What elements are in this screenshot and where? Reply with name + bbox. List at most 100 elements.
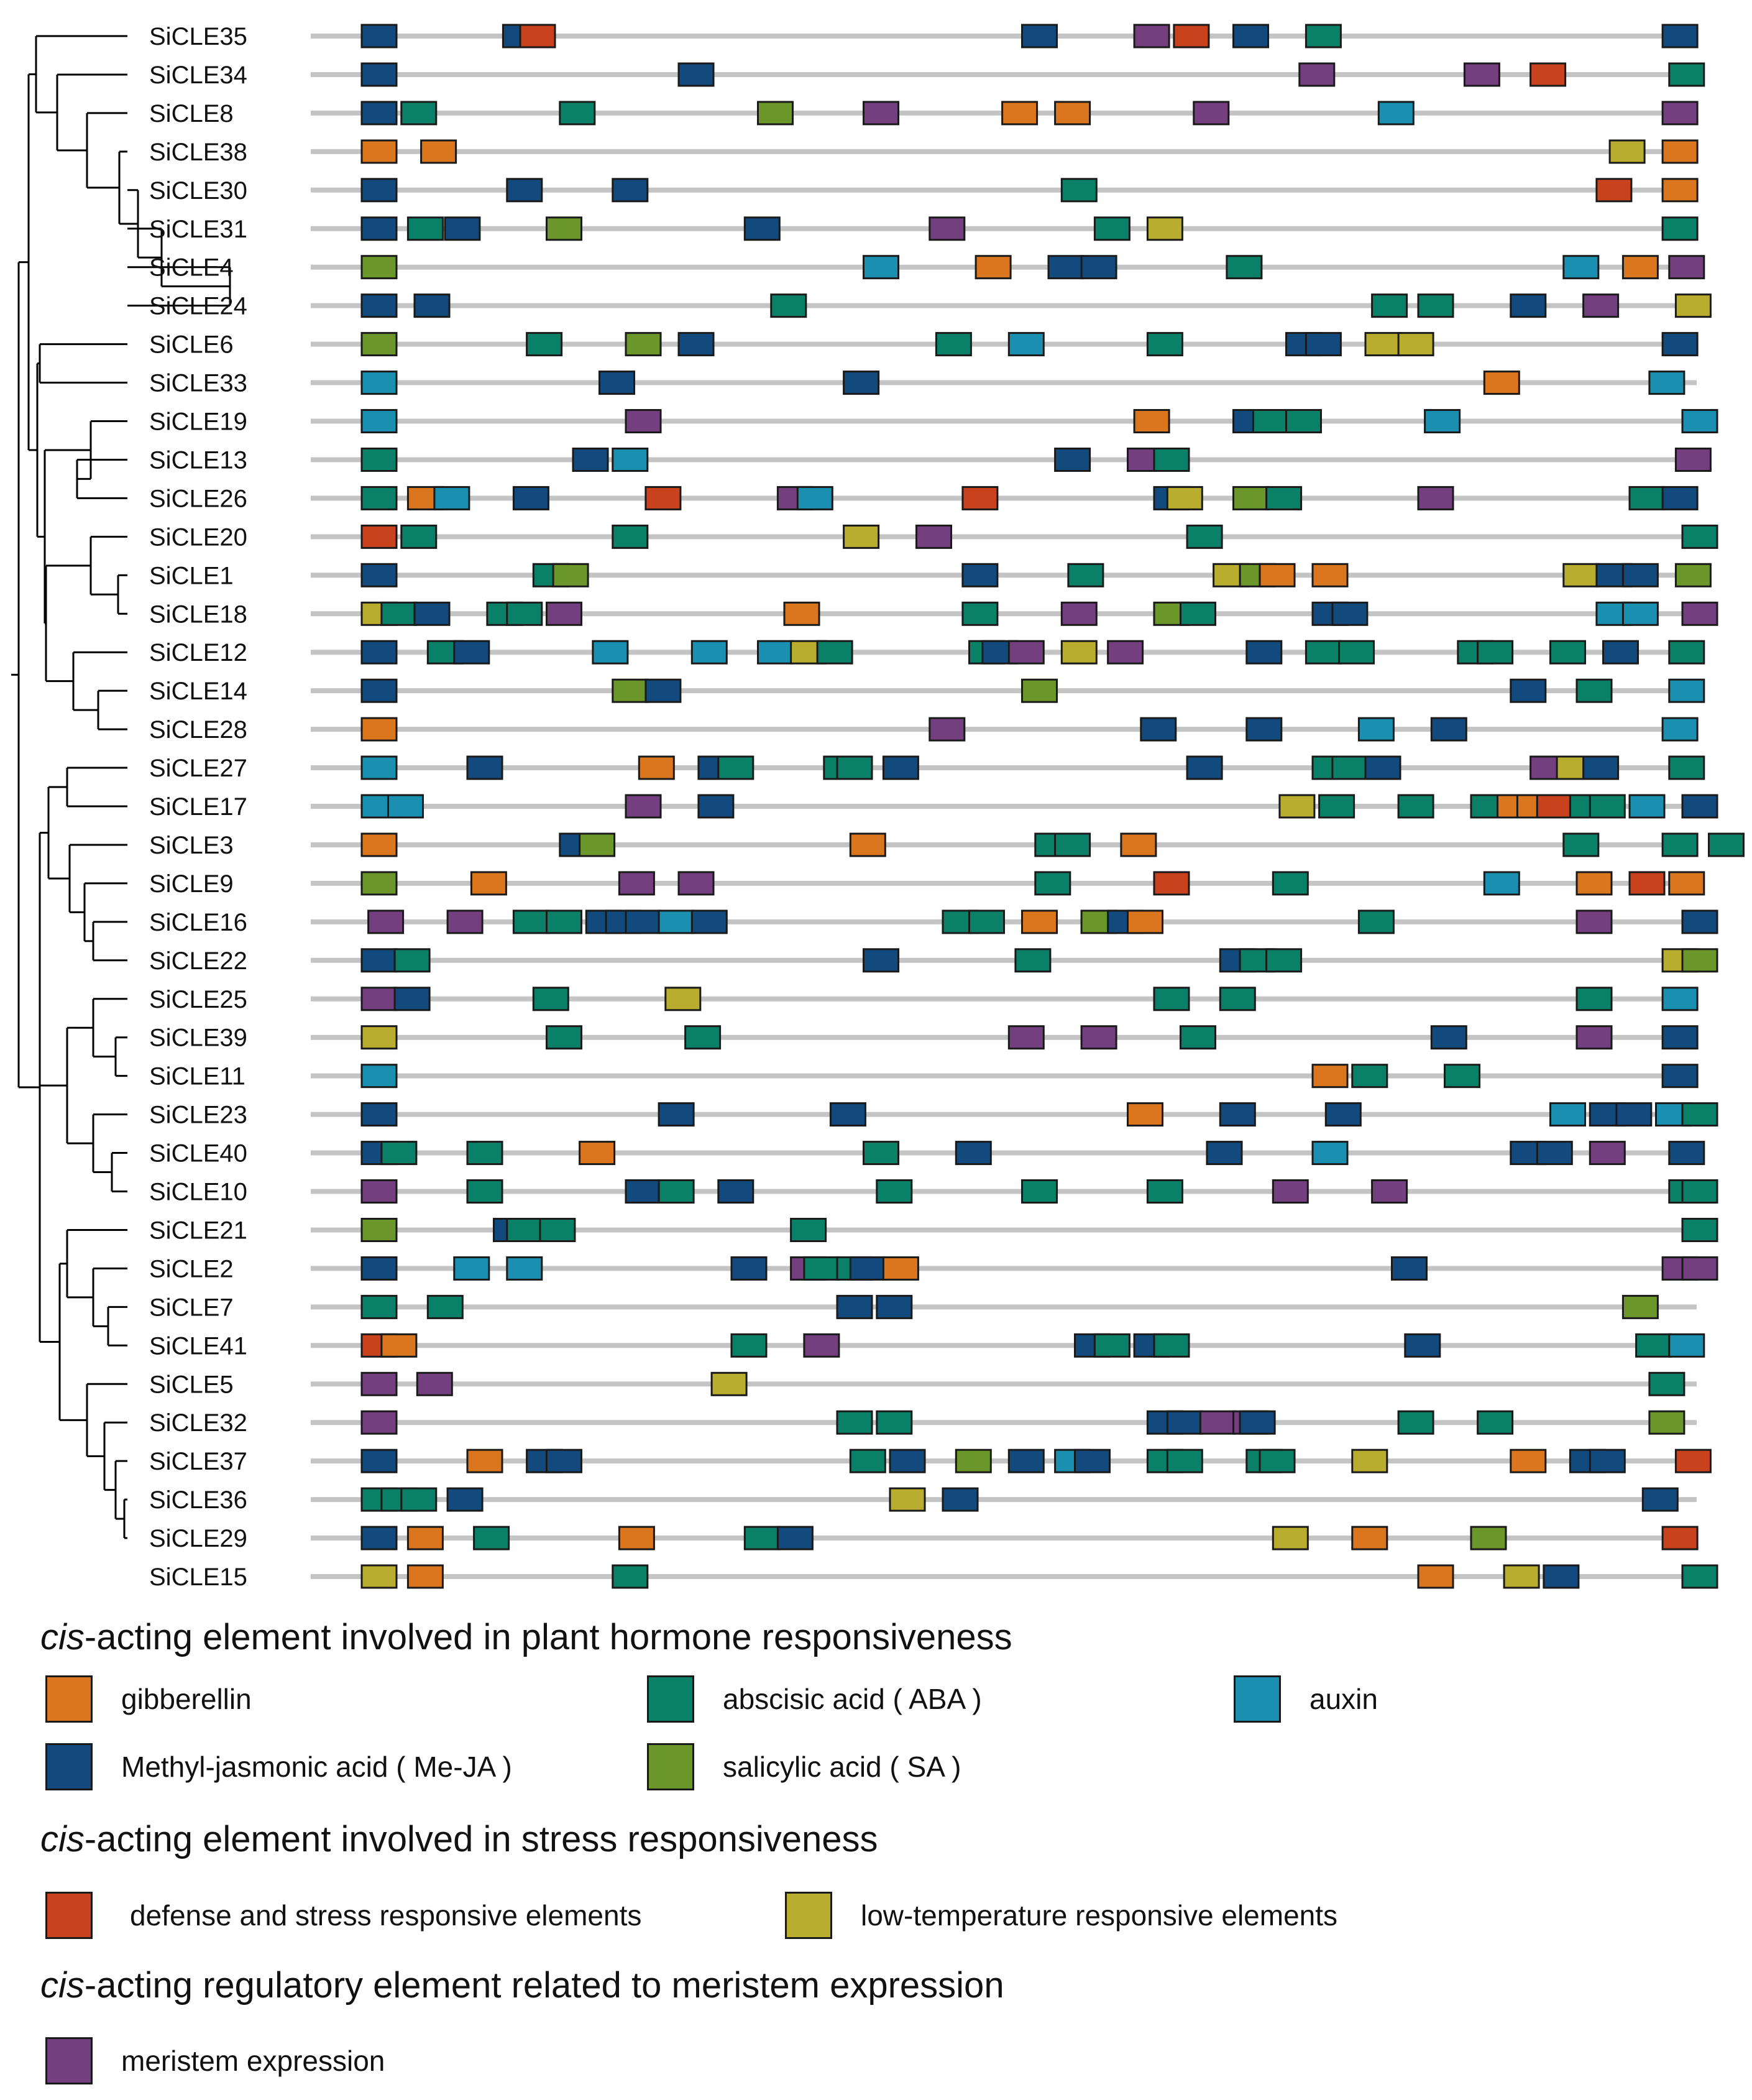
gene-label-SiCLE4: SiCLE4 [149, 254, 234, 282]
meja-element [743, 216, 781, 241]
meja-element [1430, 717, 1467, 742]
track-SiCLE25 [311, 987, 1699, 1011]
meja-element [413, 293, 451, 318]
aba-element [539, 1218, 576, 1242]
gibberellin-element [420, 139, 457, 164]
aba-element [743, 1526, 781, 1550]
aba-element [1681, 524, 1718, 549]
meja-element [625, 910, 662, 934]
track-SiCLE23 [311, 1102, 1718, 1127]
track-SiCLE32 [311, 1410, 1697, 1435]
track-SiCLE40 [311, 1141, 1705, 1166]
meristem-element [1575, 910, 1613, 934]
track-SiCLE30 [311, 178, 1699, 203]
gene-label-SiCLE30: SiCLE30 [149, 177, 247, 205]
track-SiCLE13 [311, 448, 1712, 472]
meja-element [360, 1102, 398, 1127]
meja-element [360, 24, 398, 48]
aba-element [1681, 1179, 1718, 1204]
gibberellin-element [783, 601, 820, 626]
meja-element [360, 178, 398, 203]
gibberellin-element [1120, 832, 1157, 857]
gene-label-SiCLE41: SiCLE41 [149, 1332, 247, 1360]
meristem-element [416, 1371, 453, 1396]
meja-element [1661, 24, 1699, 48]
sa-element [552, 563, 589, 587]
meja-element [1510, 293, 1547, 318]
defense-element [1173, 24, 1210, 48]
aba-element [1272, 871, 1309, 896]
gene-label-SiCLE9: SiCLE9 [149, 870, 234, 898]
aba-element [1549, 640, 1586, 665]
meristem-element [1107, 640, 1144, 665]
gene-label-SiCLE11: SiCLE11 [149, 1063, 245, 1090]
lowtemp-element [360, 1025, 398, 1050]
meja-element [677, 62, 715, 87]
meristem-element [1298, 62, 1336, 87]
gene-label-SiCLE35: SiCLE35 [149, 23, 247, 50]
gibberellin-element [406, 1526, 444, 1550]
aba-element [1153, 1333, 1190, 1358]
defense-element [1674, 1448, 1712, 1473]
aba-element [1575, 987, 1613, 1011]
sa-element [1021, 678, 1058, 703]
sa-element [360, 1218, 398, 1242]
gibberellin-element [406, 1564, 444, 1589]
meja-element [612, 178, 649, 203]
aba-element [1351, 1064, 1388, 1089]
track-SiCLE19 [311, 409, 1718, 433]
meristem-element [360, 1410, 398, 1435]
aba-element [1331, 755, 1369, 780]
aba-element [1146, 332, 1183, 357]
auxin-element [1357, 717, 1395, 742]
track-SiCLE21 [311, 1218, 1718, 1242]
aba-element [1305, 24, 1342, 48]
meristem-element [618, 871, 655, 896]
meristem-element [1582, 293, 1620, 318]
sa-element [757, 101, 794, 126]
aba-element [770, 293, 807, 318]
aba-element [546, 1025, 582, 1050]
aba-element [1708, 832, 1745, 857]
aba-element [1477, 1410, 1514, 1435]
meja-element [453, 640, 490, 665]
aba-swatch [647, 1675, 694, 1723]
legend-hormone: cis-acting element involved in plant hor… [40, 1616, 1718, 1840]
aba-element [849, 1448, 886, 1473]
defense-element [519, 24, 556, 48]
gene-label-SiCLE7: SiCLE7 [149, 1294, 234, 1321]
auxin-element [1007, 332, 1045, 357]
gene-label-SiCLE18: SiCLE18 [149, 601, 247, 628]
gene-label-SiCLE8: SiCLE8 [149, 100, 234, 127]
auxin-element [1377, 101, 1415, 126]
gibberellin-element [360, 717, 398, 742]
sa-element [360, 871, 398, 896]
meristem-element [915, 524, 952, 549]
meja-element [1021, 24, 1058, 48]
auxin-element [1648, 371, 1685, 395]
track-SiCLE18 [311, 601, 1718, 626]
meja-element [360, 101, 398, 126]
aba-element [816, 640, 853, 665]
gibberellin-swatch [45, 1675, 93, 1723]
legend-item-sa: salicylic acid ( SA ) [647, 1742, 961, 1792]
gene-labels: SiCLE35 SiCLE34 SiCLE8 SiCLE38 SiCLE30 SiCLE3… [149, 23, 247, 1591]
aba-element [1338, 640, 1375, 665]
meristem-element [929, 717, 966, 742]
track-SiCLE17 [311, 794, 1718, 819]
aba-element [1681, 1564, 1718, 1589]
meristem-element [1060, 601, 1098, 626]
track-SiCLE10 [311, 1179, 1718, 1204]
meja-element [1080, 255, 1117, 280]
gene-label-SiCLE24: SiCLE24 [149, 293, 247, 320]
lowtemp-element [1674, 293, 1712, 318]
aba-element [730, 1333, 768, 1358]
gene-label-SiCLE17: SiCLE17 [149, 793, 247, 821]
gibberellin-element [1661, 178, 1699, 203]
meja-element [1536, 1141, 1573, 1166]
aba-element [559, 101, 596, 126]
meja-element [360, 216, 398, 241]
auxin-element [433, 486, 470, 510]
auxin-element [592, 640, 629, 665]
meja-element [955, 1141, 992, 1166]
